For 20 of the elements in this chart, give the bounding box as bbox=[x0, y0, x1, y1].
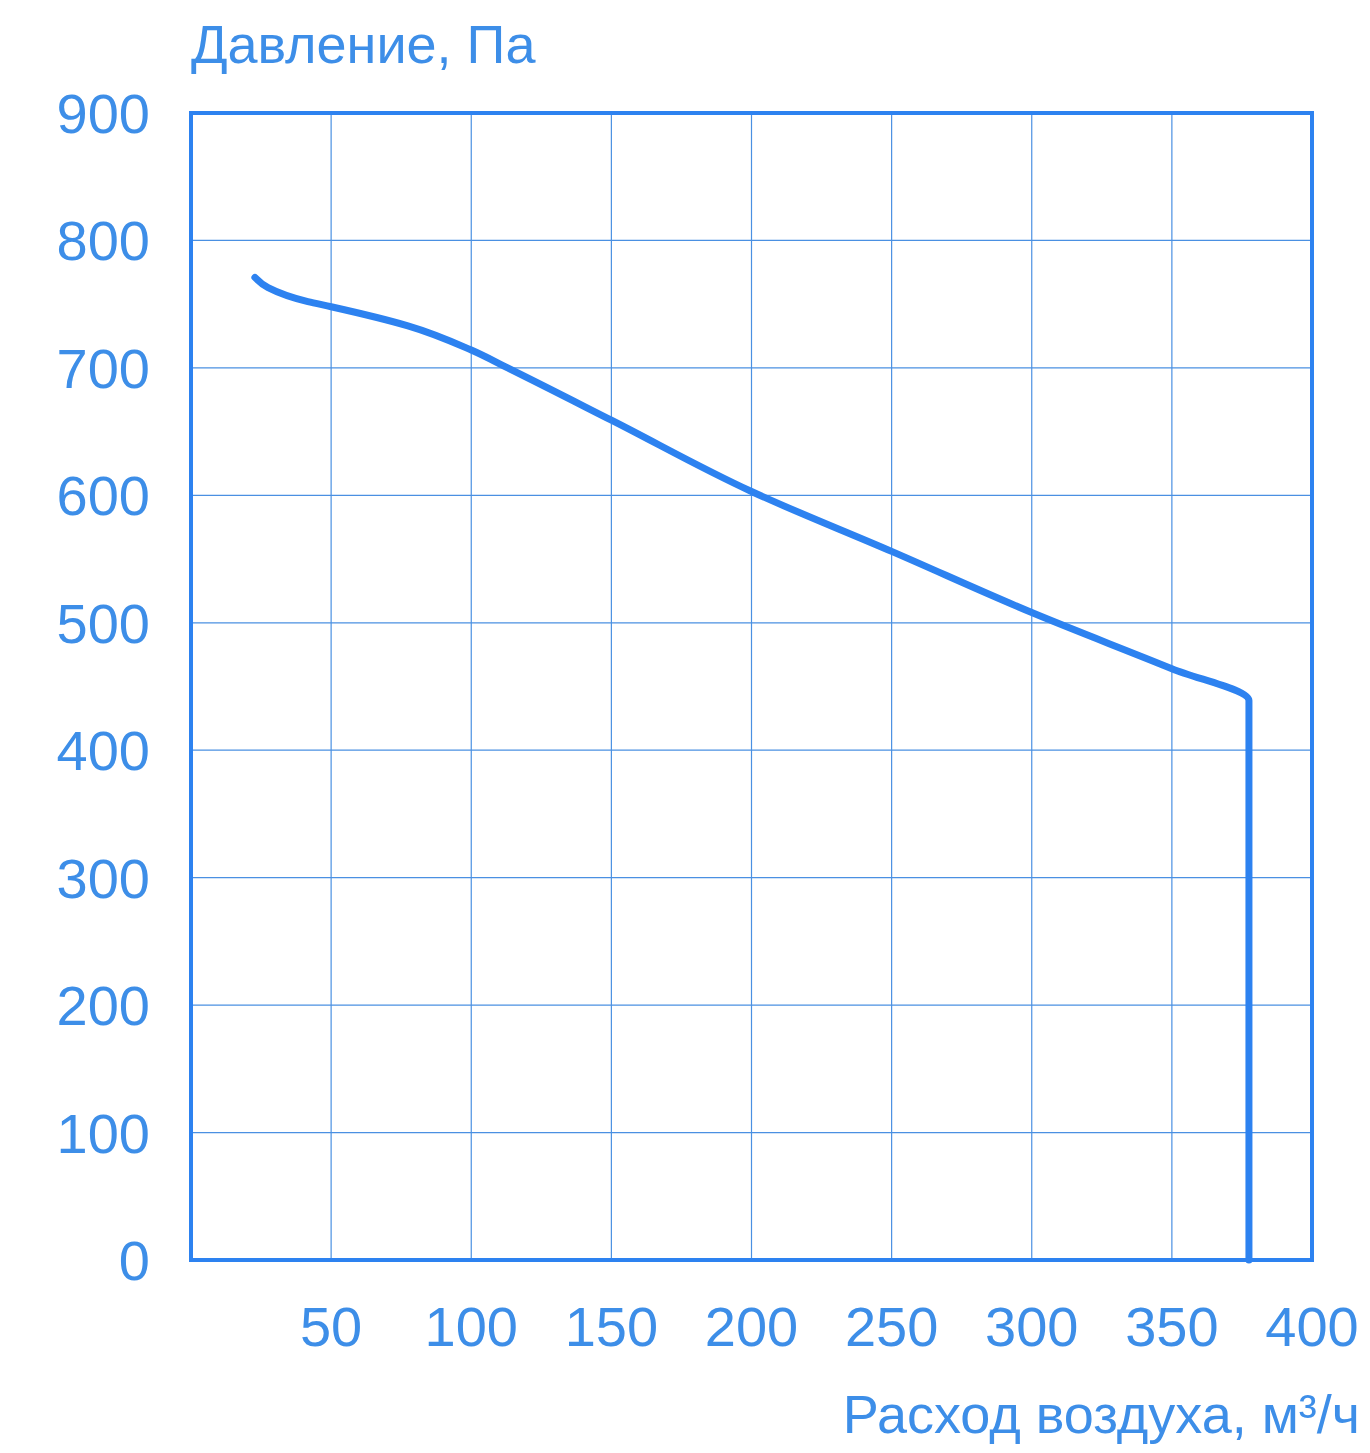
y-tick-label: 200 bbox=[56, 974, 150, 1038]
x-tick-label: 350 bbox=[1125, 1295, 1219, 1358]
y-tick-label: 300 bbox=[56, 846, 150, 910]
x-tick-label: 200 bbox=[704, 1295, 799, 1358]
x-axis-title: Расход воздуха, м³/ч bbox=[842, 1384, 1360, 1444]
x-tick-label: 400 bbox=[1265, 1295, 1359, 1358]
y-axis-title: Давление, Па bbox=[191, 14, 537, 74]
y-tick-label: 100 bbox=[56, 1101, 150, 1165]
x-tick-label: 50 bbox=[299, 1295, 363, 1358]
y-tick-label: 900 bbox=[56, 82, 150, 145]
y-tick-label: 700 bbox=[56, 336, 150, 400]
x-tick-label: 300 bbox=[985, 1295, 1079, 1358]
x-tick-label: 250 bbox=[844, 1295, 939, 1358]
y-tick-label: 0 bbox=[118, 1229, 150, 1292]
y-tick-label: 800 bbox=[56, 209, 150, 273]
y-tick-label: 400 bbox=[56, 719, 150, 783]
y-tick-label: 500 bbox=[56, 591, 150, 655]
y-tick-label: 600 bbox=[56, 464, 150, 528]
x-tick-label: 100 bbox=[424, 1295, 518, 1358]
x-tick-label: 150 bbox=[564, 1295, 659, 1358]
